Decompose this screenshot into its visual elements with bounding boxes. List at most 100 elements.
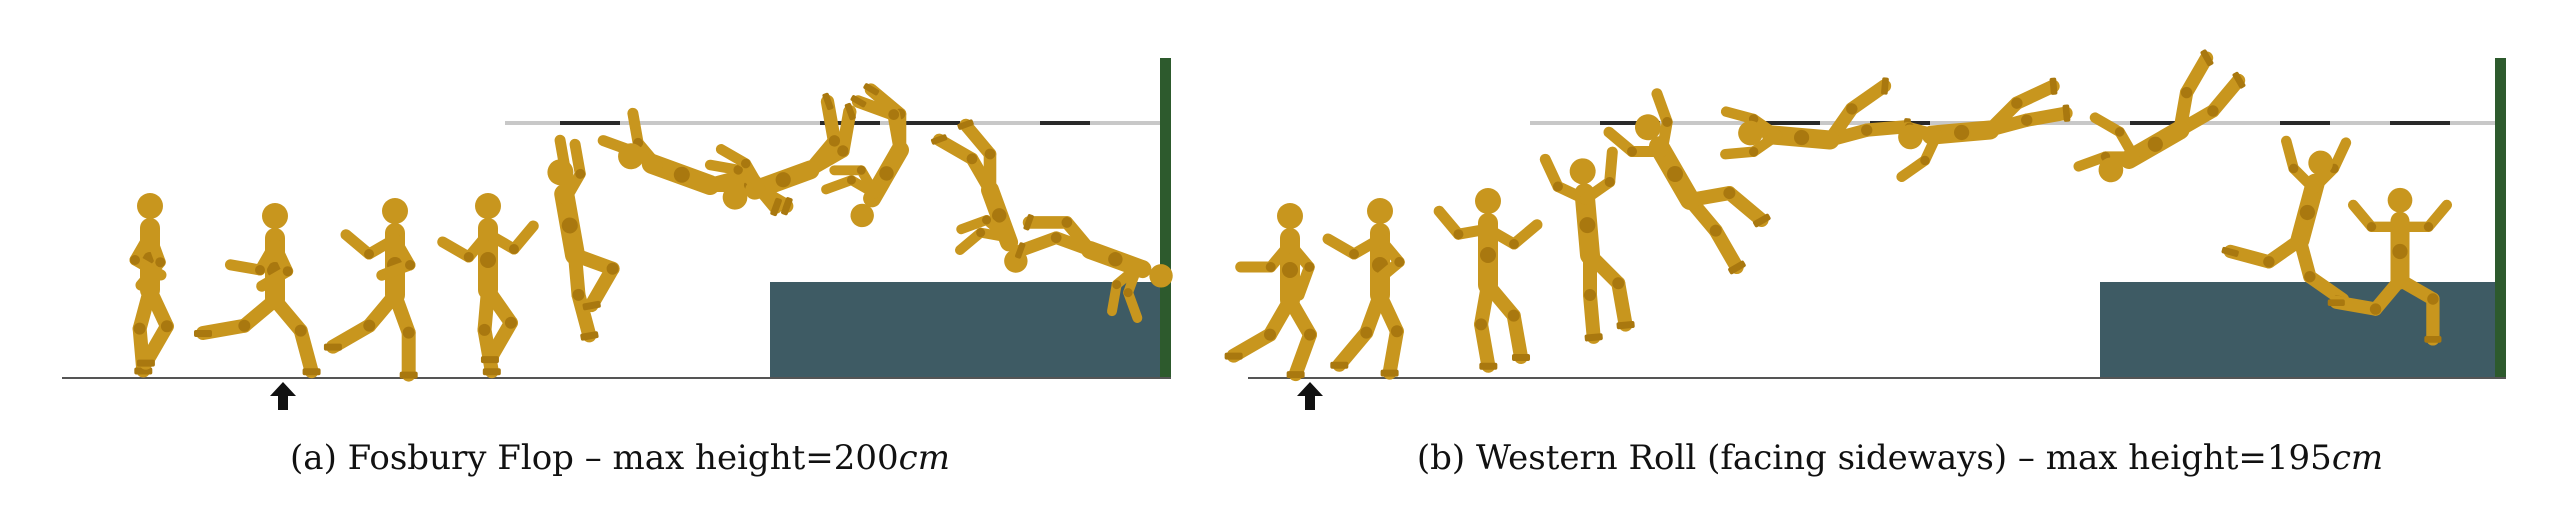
limb — [829, 165, 867, 176]
joint — [741, 158, 751, 169]
limb — [1293, 261, 1315, 301]
joint — [508, 244, 519, 254]
athlete-figure — [821, 83, 910, 228]
athlete-figure — [1322, 198, 1405, 380]
head — [1738, 120, 1763, 146]
head — [2098, 157, 2124, 183]
joint — [282, 266, 293, 277]
limb — [138, 319, 174, 370]
joint — [2021, 114, 2033, 126]
limb — [2020, 106, 2073, 127]
joint — [294, 324, 307, 337]
limb — [325, 318, 377, 354]
panel-b-scene — [1224, 49, 2506, 410]
joint — [1475, 318, 1488, 331]
joint — [828, 135, 841, 147]
foot — [2327, 299, 2345, 306]
foot — [136, 359, 155, 367]
joint — [255, 264, 265, 275]
foot — [2200, 49, 2214, 67]
limb — [2073, 151, 2111, 172]
head — [722, 184, 748, 210]
joint — [364, 249, 375, 259]
joint — [575, 168, 586, 179]
limb — [821, 175, 857, 195]
head — [1277, 203, 1303, 229]
head — [2308, 150, 2334, 176]
joint — [1360, 326, 1373, 339]
head — [618, 143, 645, 170]
joint — [1061, 217, 1073, 228]
joint — [238, 319, 251, 332]
foot — [1224, 352, 1243, 360]
foot — [482, 368, 501, 376]
head — [262, 203, 288, 229]
joint — [2011, 97, 2023, 109]
limb — [1611, 276, 1633, 332]
limb — [1382, 324, 1404, 380]
foot — [2221, 246, 2239, 257]
limb — [1370, 256, 1405, 287]
foot — [1380, 369, 1399, 377]
joint — [1709, 224, 1722, 237]
joint — [2366, 222, 2377, 232]
joint — [2180, 86, 2193, 99]
joint — [402, 326, 415, 339]
foot — [1512, 354, 1531, 362]
foot — [582, 300, 601, 311]
athlete-figure — [1224, 203, 1317, 382]
head — [547, 159, 574, 186]
limb — [956, 215, 992, 235]
joint — [2427, 293, 2439, 305]
joint — [1108, 252, 1123, 267]
limb — [129, 254, 167, 281]
limb — [932, 133, 979, 166]
panel-a-caption-prefix: (a) Fosbury Flop – max height= — [290, 438, 834, 478]
upright-post — [2495, 58, 2506, 378]
athlete-figure — [547, 134, 620, 343]
limb — [437, 236, 475, 263]
joint — [2263, 256, 2275, 268]
limb — [1722, 186, 1769, 228]
upright-post — [1160, 58, 1171, 378]
athlete-figure — [1875, 77, 2073, 183]
limb — [1107, 279, 1122, 317]
foot — [822, 92, 834, 111]
joint — [160, 320, 173, 333]
joint — [1349, 249, 1360, 259]
limb — [1226, 327, 1277, 363]
athlete-figure — [2327, 187, 2453, 346]
foot — [1286, 371, 1305, 379]
foot — [2049, 77, 2058, 95]
head — [1149, 264, 1173, 288]
foot — [1015, 242, 1026, 259]
foot — [770, 197, 782, 217]
limb — [1433, 205, 1464, 240]
foot — [1330, 361, 1349, 369]
joint — [1667, 166, 1683, 183]
limb — [1583, 288, 1601, 344]
athlete-figure — [704, 92, 857, 210]
joint — [1480, 247, 1496, 263]
landing-mat — [770, 282, 1160, 378]
joint — [2392, 243, 2408, 260]
limb — [584, 261, 620, 313]
limb — [1322, 233, 1360, 260]
foot — [2062, 104, 2071, 122]
joint — [837, 145, 849, 157]
joint — [1861, 124, 1873, 136]
limb — [1604, 146, 1618, 188]
joint — [733, 165, 743, 175]
head — [382, 198, 408, 224]
joint — [1723, 187, 1736, 200]
limb — [1845, 79, 1892, 116]
limb — [1539, 153, 1564, 193]
limb — [627, 107, 644, 149]
foot — [781, 197, 793, 216]
joint — [405, 259, 415, 270]
head — [1367, 198, 1393, 224]
joint — [879, 166, 894, 181]
limb — [224, 259, 266, 276]
joint — [992, 208, 1007, 223]
